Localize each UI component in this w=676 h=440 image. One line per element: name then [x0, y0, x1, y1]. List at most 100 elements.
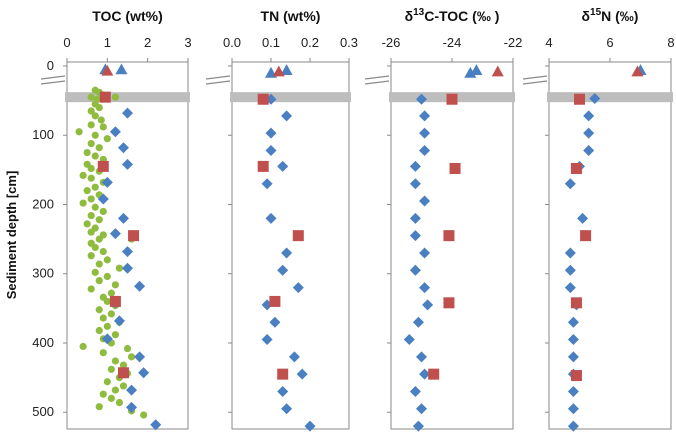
data-point-blue-diamonds [101, 333, 113, 345]
y-tick-label: 500 [32, 404, 54, 419]
data-point-blue-diamonds [409, 264, 421, 276]
axis-break-line [205, 80, 231, 85]
data-point-blue-diamonds [419, 282, 431, 294]
data-point-green-dots [119, 382, 128, 390]
plot-frame-d15n [548, 61, 672, 430]
data-point-blue-diamonds [109, 126, 121, 138]
data-point-red-triangles [272, 65, 285, 77]
axis-break-line [522, 80, 548, 85]
y-tick-label: 400 [32, 335, 54, 350]
data-point-green-dots [95, 260, 103, 268]
x-tick-label: 1 [104, 35, 111, 50]
data-point-green-dots [87, 285, 95, 293]
data-point-blue-diamonds [122, 246, 133, 258]
data-point-blue-diamonds [419, 368, 431, 380]
data-point-red-squares [443, 230, 455, 242]
data-point-blue-diamonds [403, 334, 415, 346]
data-point-red-squares [117, 367, 129, 379]
data-point-green-dots [111, 331, 119, 339]
panel-title-d15n: δ15N (‰) [582, 7, 639, 24]
data-point-red-squares [109, 295, 121, 307]
data-point-green-dots [87, 252, 95, 260]
data-point-red-squares [97, 160, 109, 172]
data-point-green-dots [97, 116, 105, 124]
data-point-red-squares [570, 370, 582, 382]
data-point-green-dots [99, 207, 107, 216]
data-point-red-squares [580, 230, 592, 242]
data-point-green-dots [99, 349, 107, 357]
data-point-red-squares [128, 230, 140, 242]
data-point-blue-diamonds [419, 195, 431, 207]
data-point-blue-diamonds [564, 178, 576, 190]
plot-frame-toc [66, 61, 189, 430]
marker-band-toc [65, 92, 190, 103]
data-point-red-squares [277, 368, 289, 380]
data-point-green-dots [107, 310, 115, 318]
x-tick-label: -22 [504, 35, 523, 50]
data-point-blue-diamonds [567, 403, 579, 415]
data-point-blue-diamonds [416, 93, 427, 105]
x-tick-label: 0.3 [340, 35, 358, 50]
data-point-green-dots [99, 247, 107, 256]
data-point-green-dots [83, 148, 91, 157]
data-point-blue-diamonds [277, 264, 289, 276]
data-point-green-dots [115, 264, 124, 272]
data-point-red-squares [570, 162, 582, 174]
data-point-green-dots [103, 256, 111, 264]
data-point-blue-diamonds [419, 247, 431, 259]
data-point-green-dots [83, 220, 91, 228]
data-point-green-dots [87, 139, 95, 148]
data-point-blue-diamonds [265, 127, 277, 139]
data-point-blue-diamonds [122, 262, 133, 274]
data-point-green-dots [111, 281, 119, 289]
data-point-blue-diamonds [577, 212, 589, 224]
data-point-green-dots [111, 386, 119, 394]
data-point-green-dots [107, 394, 115, 402]
data-point-green-dots [87, 107, 95, 115]
marker-band-d15n [547, 92, 673, 103]
data-point-red-squares [257, 160, 269, 172]
data-point-red-squares [292, 230, 304, 242]
x-tick-label: -26 [382, 35, 401, 50]
data-point-green-dots [91, 203, 99, 211]
data-point-blue-diamonds [117, 142, 129, 154]
data-point-blue-diamonds [583, 144, 595, 156]
data-point-blue-diamonds [567, 316, 579, 328]
data-point-blue-diamonds [296, 368, 308, 380]
data-point-green-dots [140, 411, 148, 419]
data-point-green-dots [107, 365, 115, 373]
data-point-green-dots [87, 195, 95, 203]
data-point-green-dots [87, 228, 95, 236]
data-point-blue-diamonds [126, 401, 138, 413]
x-tick-label: 0.2 [301, 35, 319, 50]
data-point-green-dots [99, 390, 107, 398]
data-point-green-dots [87, 211, 95, 220]
x-tick-label: 3 [184, 35, 191, 50]
panel-d15n: δ15N (‰) 4 6 8 [522, 7, 675, 432]
data-point-green-dots [95, 306, 103, 314]
data-point-blue-diamonds [277, 385, 289, 397]
marker-band-tn [230, 92, 351, 103]
data-point-red-squares [570, 297, 582, 309]
data-point-blue-diamonds [567, 334, 579, 346]
data-point-red-squares [574, 93, 585, 105]
data-point-blue-diamonds [265, 212, 277, 224]
data-point-green-dots [123, 344, 132, 353]
data-point-green-dots [87, 93, 95, 101]
data-point-green-dots [103, 135, 111, 143]
data-point-blue-triangles [115, 63, 128, 75]
data-point-green-dots [99, 123, 107, 131]
data-point-blue-diamonds [281, 110, 293, 122]
data-point-blue-diamonds [409, 178, 421, 190]
x-tick-label: 0 [63, 35, 70, 50]
data-point-blue-diamonds [150, 419, 162, 431]
data-point-blue-diamonds [281, 403, 293, 415]
data-point-blue-diamonds [269, 316, 281, 328]
data-point-green-dots [95, 403, 103, 411]
data-point-red-squares [257, 93, 269, 105]
y-tick-label: 0 [47, 58, 54, 73]
data-point-green-dots [91, 183, 99, 191]
y-tick-label: 200 [32, 196, 54, 211]
data-point-red-triangles [631, 65, 644, 77]
